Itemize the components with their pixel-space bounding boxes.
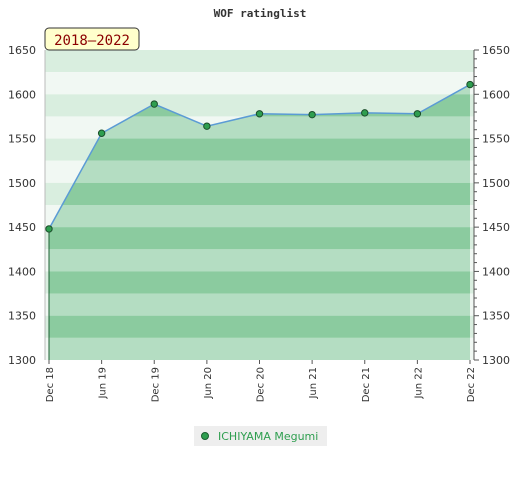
area-band bbox=[49, 160, 470, 183]
y-tick-label-right: 1300 bbox=[482, 354, 510, 367]
area-band bbox=[49, 337, 470, 360]
y-tick-label-right: 1600 bbox=[482, 88, 510, 101]
y-tick-label-left: 1350 bbox=[8, 310, 36, 323]
area-band bbox=[49, 116, 470, 139]
y-axis-right: 1300 1350 1400 1450 1500 1550 1600 1650 bbox=[474, 44, 510, 367]
y-tick-label-right: 1400 bbox=[482, 265, 510, 278]
area-band bbox=[49, 182, 470, 205]
y-tick-label-right: 1350 bbox=[482, 310, 510, 323]
period-badge: 2018–2022 bbox=[44, 27, 140, 51]
y-tick-label-left: 1550 bbox=[8, 133, 36, 146]
period-badge-box bbox=[44, 27, 140, 51]
background-band bbox=[45, 72, 474, 95]
x-tick-label: Dec 19 bbox=[150, 367, 161, 402]
area-band bbox=[49, 138, 470, 161]
data-points bbox=[45, 80, 474, 233]
y-tick-label-right: 1550 bbox=[482, 133, 510, 146]
data-point[interactable] bbox=[150, 100, 158, 108]
y-tick-label-left: 1300 bbox=[8, 354, 36, 367]
y-tick-label-right: 1500 bbox=[482, 177, 510, 190]
x-tick-label: Dec 18 bbox=[45, 367, 56, 402]
y-tick-label-left: 1400 bbox=[8, 265, 36, 278]
y-tick-label-left: 1650 bbox=[8, 44, 36, 57]
axes bbox=[44, 50, 475, 360]
x-axis: Dec 18 Jun 19 Dec 19 Jun 20 Dec 20 Jun 21 Dec … bbox=[45, 360, 477, 402]
area-band bbox=[49, 205, 470, 228]
x-tick-label: Jun 21 bbox=[308, 367, 319, 400]
x-tick-label: Jun 19 bbox=[98, 367, 109, 400]
area-band bbox=[49, 315, 470, 338]
data-point[interactable] bbox=[308, 110, 316, 119]
area-band bbox=[49, 293, 470, 316]
x-tick-label: Dec 20 bbox=[256, 367, 267, 402]
y-tick-label-left: 1600 bbox=[8, 88, 36, 101]
area-band bbox=[49, 227, 470, 250]
x-tick-label: Dec 21 bbox=[361, 367, 372, 402]
legend[interactable]: ICHIYAMA Megumi bbox=[194, 426, 327, 446]
area-band bbox=[49, 249, 470, 272]
data-point[interactable] bbox=[255, 110, 264, 118]
legend-marker bbox=[201, 432, 209, 440]
x-tick-label: Jun 22 bbox=[413, 367, 424, 400]
y-tick-label-left: 1500 bbox=[8, 177, 36, 190]
period-badge-label: 2018–2022 bbox=[54, 33, 130, 49]
chart-title: WOF ratinglist bbox=[214, 7, 307, 20]
legend-box bbox=[194, 426, 327, 446]
x-tick-label: Jun 20 bbox=[203, 367, 214, 400]
y-tick-label-right: 1450 bbox=[482, 221, 510, 234]
data-point[interactable] bbox=[466, 80, 474, 89]
y-axis-left: 1300 1350 1400 1450 1500 1550 1600 1650 bbox=[8, 44, 36, 367]
data-point[interactable] bbox=[203, 122, 211, 130]
y-tick-label-left: 1450 bbox=[8, 221, 36, 234]
data-point[interactable] bbox=[361, 109, 369, 117]
x-tick-label: Dec 22 bbox=[466, 367, 477, 402]
background-band bbox=[45, 50, 474, 73]
area-band bbox=[49, 271, 470, 294]
data-point[interactable] bbox=[97, 129, 106, 137]
legend-label: ICHIYAMA Megumi bbox=[218, 430, 318, 443]
data-point[interactable] bbox=[45, 225, 53, 233]
y-tick-label-right: 1650 bbox=[482, 44, 510, 57]
data-point[interactable] bbox=[413, 110, 422, 118]
